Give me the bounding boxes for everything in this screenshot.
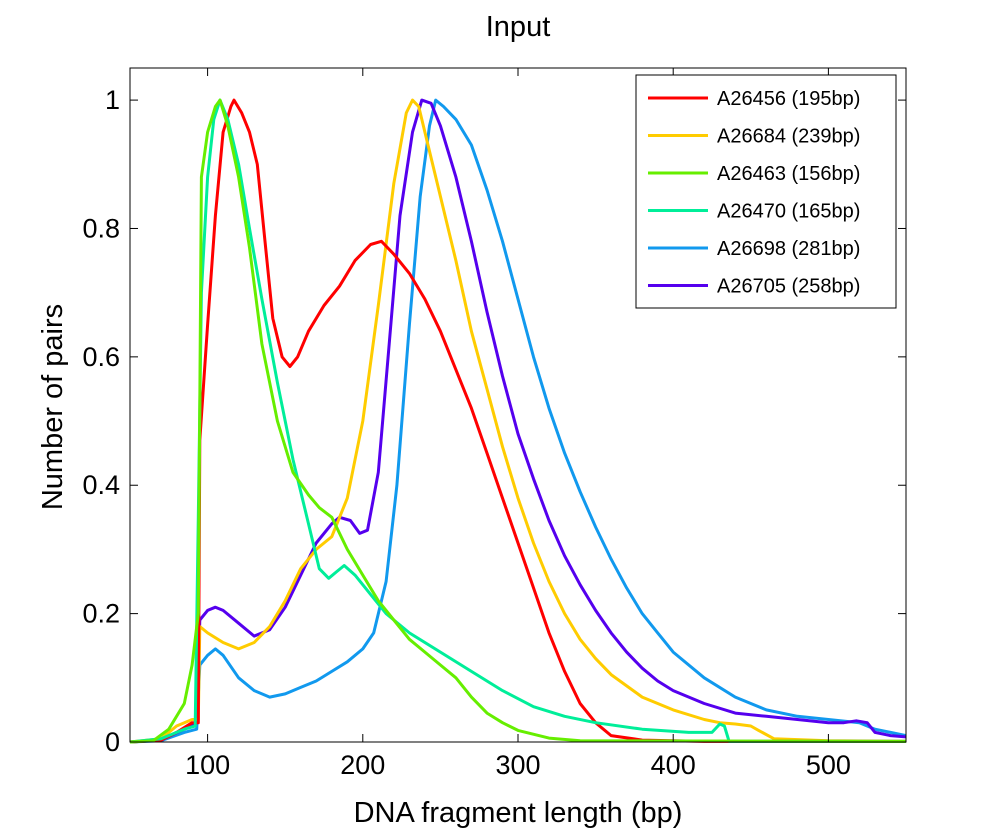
series-line-3	[129, 98, 907, 744]
legend-label: A26705 (258bp)	[717, 276, 860, 298]
y-tick-label: 0.2	[82, 599, 120, 629]
legend-label: A26456 (195bp)	[717, 88, 860, 110]
legend-label: A26684 (239bp)	[717, 126, 860, 148]
x-tick-label: 200	[340, 750, 385, 780]
y-tick-label: 0.6	[82, 342, 120, 372]
series-line-1	[129, 98, 906, 744]
y-tick-label: 1	[105, 85, 120, 115]
series-line-5	[129, 98, 907, 744]
axis-ticks: 100 200 300 400 500 0 0.2 0.4 0.6 0.8 1	[82, 68, 906, 780]
legend: A26456 (195bp) A26684 (239bp) A26463 (156b…	[635, 74, 897, 309]
legend-label: A26470 (165bp)	[717, 201, 860, 223]
series-line-4	[129, 98, 906, 744]
series-line-2	[129, 98, 907, 744]
x-tick-label: 100	[185, 750, 230, 780]
x-axis-title: DNA fragment length (bp)	[354, 797, 683, 829]
chart-title: Input	[486, 11, 551, 43]
x-tick-label: 400	[651, 750, 696, 780]
plot-area	[129, 98, 907, 744]
y-tick-label: 0.4	[82, 470, 120, 500]
legend-label: A26463 (156bp)	[717, 163, 860, 185]
legend-label: A26698 (281bp)	[717, 238, 860, 260]
y-axis-title: Number of pairs	[37, 304, 69, 510]
series-line-6	[129, 98, 907, 744]
x-tick-label: 300	[495, 750, 540, 780]
y-tick-label: 0.8	[82, 213, 120, 243]
x-tick-label: 500	[806, 750, 851, 780]
legend-box	[635, 74, 897, 309]
y-tick-label: 0	[105, 727, 120, 757]
